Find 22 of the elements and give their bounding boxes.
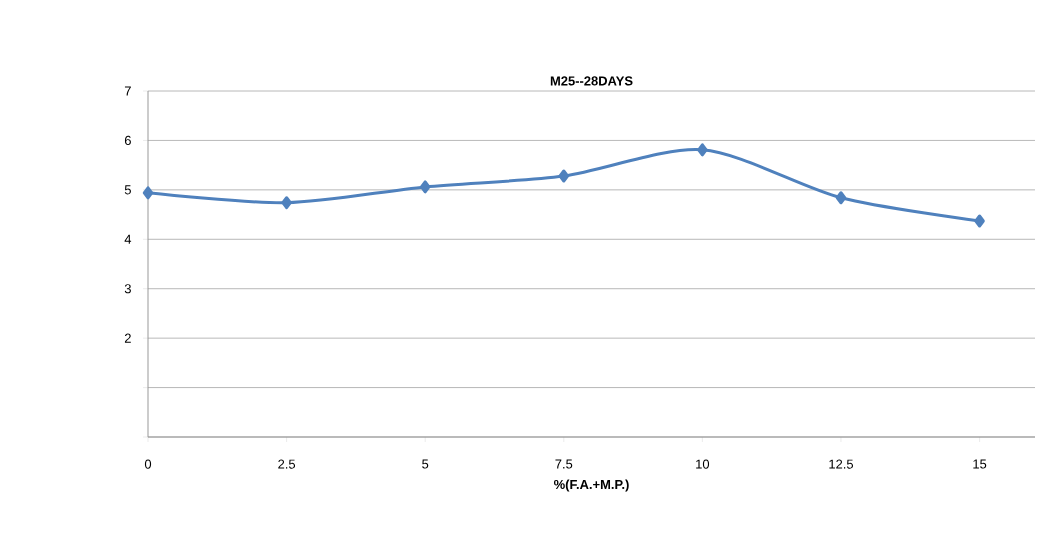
x-axis-title: %(F.A.+M.P.) — [553, 479, 629, 492]
x-tick-label: 7.5 — [555, 459, 573, 469]
y-tick-label: 6 — [124, 135, 131, 146]
point — [697, 143, 708, 157]
y-tick-label: 7 — [124, 86, 131, 96]
point — [419, 180, 431, 194]
y-tick-label: 5 — [124, 185, 131, 195]
x-tick-label: 0 — [144, 459, 152, 469]
y-tick-label: 3 — [124, 284, 131, 294]
x-tick-label: 12.5 — [829, 459, 854, 469]
point — [558, 169, 570, 183]
point — [974, 214, 985, 228]
point — [835, 191, 847, 205]
y-tick-label: 2 — [124, 333, 131, 343]
chart-title: M25--28DAYS — [550, 76, 633, 86]
y-tick-label: 4 — [124, 234, 132, 244]
point — [142, 186, 154, 200]
point — [281, 196, 292, 210]
x-tick-label: 5 — [422, 459, 429, 469]
x-tick-label: 15 — [973, 459, 987, 469]
x-tick-label: 10 — [696, 459, 710, 469]
x-tick-label: 2.5 — [278, 459, 296, 469]
